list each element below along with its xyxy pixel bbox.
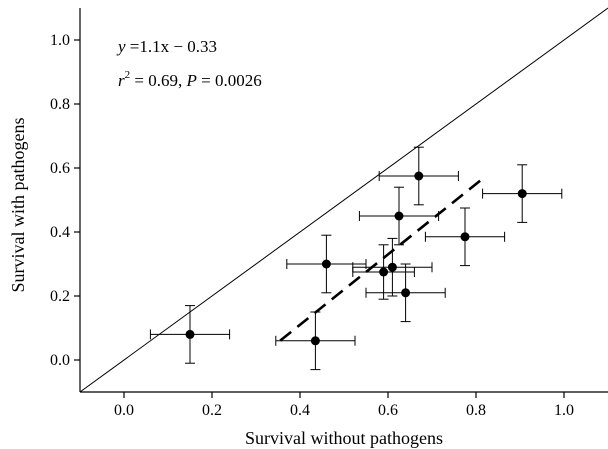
data-point — [387, 262, 397, 272]
data-point-group — [482, 164, 563, 223]
data-point-group — [365, 263, 446, 323]
data-point — [185, 329, 195, 339]
data-point — [517, 189, 527, 199]
regression-line — [279, 175, 486, 342]
y-tick-label: 0.2 — [50, 288, 70, 305]
x-tick-label: 0.4 — [290, 402, 310, 419]
data-points — [149, 146, 563, 371]
r-symbol: r — [118, 71, 125, 90]
y-tick-label: 0.8 — [50, 96, 70, 113]
x-tick-label: 0.8 — [466, 402, 486, 419]
axes — [74, 8, 608, 398]
y-tick-label: 0.0 — [50, 352, 70, 369]
data-point — [414, 171, 424, 181]
r-exponent: 2 — [125, 69, 131, 81]
data-point — [379, 267, 389, 277]
y-tick-label: 0.6 — [50, 160, 70, 177]
y-axis-label: Survival with pathogens — [8, 118, 28, 293]
x-tick-label: 0.6 — [378, 402, 398, 419]
equation-text: =1.1x − 0.33 — [126, 37, 217, 56]
data-point-group — [424, 207, 506, 267]
p-value: = 0.0026 — [197, 71, 262, 90]
data-point-group — [352, 244, 415, 300]
x-tick-label: 0.2 — [202, 402, 222, 419]
equation-y-symbol: y — [116, 37, 126, 56]
data-point — [310, 336, 320, 346]
data-point-group — [286, 234, 367, 294]
r-value: = 0.69, — [130, 71, 186, 90]
data-point-group — [358, 186, 440, 246]
data-point — [321, 259, 331, 269]
p-symbol: P — [185, 71, 196, 90]
x-tick-label: 1.0 — [554, 402, 574, 419]
data-point-group — [275, 311, 356, 371]
regression-equation: y =1.1x − 0.33 — [116, 37, 217, 56]
tick-labels: 0.0 0.2 0.4 0.6 0.8 1.0 0.0 0.2 0.4 0.6 0.8 1.0 — [50, 32, 574, 419]
data-point — [460, 232, 470, 242]
data-point — [394, 211, 404, 221]
data-point — [401, 288, 411, 298]
y-tick-label: 0.4 — [50, 224, 70, 241]
data-point-group — [149, 305, 231, 364]
reference-lines — [79, 7, 608, 393]
data-point-group — [378, 146, 459, 206]
x-axis-label: Survival without pathogens — [245, 428, 443, 448]
y-tick-label: 1.0 — [50, 32, 70, 49]
fit-statistics: r2 = 0.69, P = 0.0026 — [118, 69, 262, 90]
identity-line — [79, 7, 608, 393]
data-point-group — [352, 237, 433, 297]
x-tick-label: 0.0 — [114, 402, 134, 419]
